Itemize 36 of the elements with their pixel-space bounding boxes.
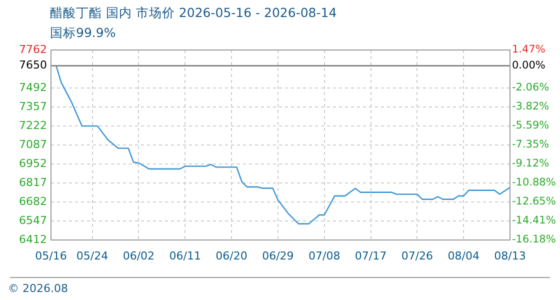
y-tick-label: 6547 — [19, 214, 47, 227]
x-tick-label: 06/11 — [169, 249, 201, 262]
y2-tick-label: 1.47% — [512, 44, 546, 56]
y-tick-label: 6412 — [19, 232, 47, 246]
text: © 2026.08 — [8, 282, 68, 295]
y2-tick-label: -9.12% — [512, 158, 550, 170]
x-tick-label: 06/20 — [216, 249, 248, 262]
y-tick-label: 6952 — [19, 156, 47, 170]
y2-tick-label: -10.88% — [512, 176, 556, 189]
chart-subtitle: 国标99.9% — [50, 25, 116, 42]
y2-tick-label: -5.59% — [512, 120, 550, 132]
x-tick-label: 05/16 — [35, 249, 67, 262]
x-tick-label: 05/24 — [76, 249, 108, 262]
y-tick-label: 7222 — [19, 118, 47, 132]
y-tick-label: 7357 — [19, 100, 47, 113]
x-tick-label: 07/17 — [354, 249, 387, 262]
y-tick-label: 6817 — [19, 176, 47, 189]
y2-tick-label: -16.18% — [512, 234, 556, 246]
y2-tick-label: -3.82% — [512, 100, 550, 113]
y-tick-label: 7087 — [19, 138, 47, 151]
y2-tick-label: -7.35% — [512, 138, 550, 151]
y2-tick-label: -12.65% — [512, 196, 556, 208]
y2-tick-label: -2.06% — [512, 82, 550, 94]
y2-tick-label: -14.41% — [512, 214, 556, 227]
y-tick-label: 7650 — [19, 58, 47, 72]
y-tick-label: 7492 — [19, 80, 47, 94]
y2-tick-label: 0.00% — [512, 60, 546, 72]
chart-title: 醋酸丁酯 国内 市场价 2026-05-16 - 2026-08-14 — [50, 5, 337, 22]
x-tick-label: 08/04 — [448, 249, 480, 262]
y-tick-label: 6682 — [19, 194, 47, 208]
y-tick-label: 7762 — [19, 42, 47, 56]
x-tick-label: 06/29 — [262, 249, 294, 262]
x-tick-label: 07/26 — [401, 249, 434, 262]
x-tick-label: 08/13 — [494, 249, 526, 262]
x-tick-label: 06/02 — [122, 249, 155, 262]
x-tick-label: 07/08 — [308, 249, 340, 262]
